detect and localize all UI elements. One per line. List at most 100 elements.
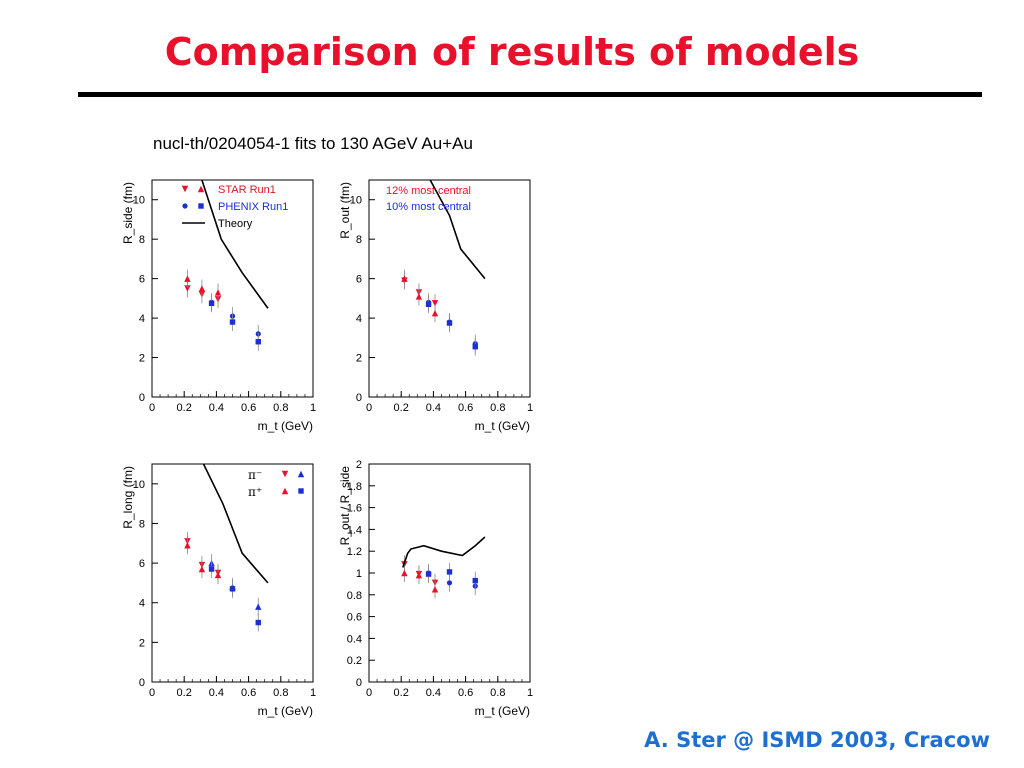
data-point bbox=[446, 580, 453, 586]
legend-pi-plus-label: π⁺ bbox=[248, 485, 262, 499]
data-point bbox=[431, 586, 439, 593]
legend-phenix-label: PHENIX Run1 bbox=[218, 201, 288, 213]
y-tick-label: 4 bbox=[139, 598, 145, 610]
theory-curve bbox=[429, 179, 486, 280]
y-tick-label: 1.4 bbox=[347, 524, 362, 536]
data-point bbox=[401, 569, 408, 577]
legend-pi-minus-phenix-marker bbox=[297, 470, 305, 478]
y-tick-label: 1.2 bbox=[347, 546, 362, 558]
x-tick-label: 0.4 bbox=[426, 402, 441, 414]
y-tick-label: 0.6 bbox=[347, 612, 362, 624]
data-point bbox=[198, 565, 206, 573]
y-tick-label: 8 bbox=[356, 234, 362, 246]
slide-title: Comparison of results of models bbox=[164, 30, 860, 74]
x-axis-label: m_t (GeV) bbox=[475, 704, 530, 718]
legend-phenix-circle-marker bbox=[182, 203, 188, 209]
data-point bbox=[229, 319, 236, 325]
legend-theory-label: Theory bbox=[218, 218, 253, 230]
x-tick-label: 0 bbox=[149, 687, 155, 699]
y-tick-label: 8 bbox=[139, 518, 145, 530]
y-tick-label: 10 bbox=[133, 195, 145, 207]
legend-star-up-marker bbox=[197, 185, 205, 193]
x-tick-label: 0.4 bbox=[209, 687, 224, 699]
x-tick-label: 1 bbox=[310, 687, 316, 699]
data-point bbox=[431, 300, 439, 307]
x-tick-label: 1 bbox=[310, 402, 316, 414]
y-axis-label: R_out / R_side bbox=[338, 466, 352, 546]
theory-curve bbox=[402, 536, 486, 568]
x-tick-label: 0.4 bbox=[209, 402, 224, 414]
y-tick-label: 0 bbox=[356, 392, 362, 404]
y-tick-label: 0 bbox=[356, 677, 362, 689]
x-tick-label: 1 bbox=[527, 402, 533, 414]
data-point bbox=[446, 320, 453, 326]
x-axis-label: m_t (GeV) bbox=[258, 704, 313, 718]
data-point bbox=[255, 339, 261, 345]
legend-star-down-marker bbox=[181, 185, 189, 193]
x-axis-label: m_t (GeV) bbox=[258, 419, 313, 433]
x-tick-label: 0.8 bbox=[490, 402, 505, 414]
x-tick-label: 0.6 bbox=[458, 402, 473, 414]
y-tick-label: 2 bbox=[139, 353, 145, 365]
data-point bbox=[208, 300, 215, 306]
data-point bbox=[184, 542, 191, 549]
x-tick-label: 0.6 bbox=[241, 402, 256, 414]
x-tick-label: 0.2 bbox=[394, 687, 409, 699]
centrality-phenix-label: 10% most central bbox=[386, 201, 471, 213]
y-tick-label: 0 bbox=[139, 392, 145, 404]
data-point bbox=[214, 289, 222, 296]
y-tick-label: 0.4 bbox=[347, 633, 362, 645]
y-axis-label: R_out (fm) bbox=[338, 182, 352, 239]
data-point bbox=[208, 566, 215, 572]
plot-frame bbox=[151, 463, 314, 683]
data-point bbox=[255, 619, 261, 626]
x-tick-label: 0.8 bbox=[490, 687, 505, 699]
y-tick-label: 0 bbox=[139, 677, 145, 689]
x-tick-label: 0.2 bbox=[177, 687, 192, 699]
y-tick-label: 6 bbox=[356, 274, 362, 286]
x-tick-label: 0.6 bbox=[241, 687, 256, 699]
x-tick-label: 1 bbox=[527, 687, 533, 699]
data-point bbox=[446, 569, 453, 575]
data-point bbox=[425, 571, 432, 577]
panel-ratio: 0 0.2 0.4 0.6 0.8 1 0 0.2 0.4 0.6 0.8 1 1.2 1.4 1.6 1.8… bbox=[338, 459, 533, 718]
data-point bbox=[415, 571, 423, 579]
data-point bbox=[425, 301, 432, 307]
data-point bbox=[255, 603, 262, 610]
centrality-star-label: 12% most central bbox=[386, 185, 471, 197]
x-tick-label: 0 bbox=[366, 402, 372, 414]
data-point bbox=[472, 577, 478, 584]
data-point bbox=[415, 293, 423, 300]
data-point bbox=[401, 275, 408, 282]
x-axis-label: m_t (GeV) bbox=[475, 419, 530, 433]
data-point bbox=[431, 309, 439, 317]
y-tick-label: 1 bbox=[356, 568, 362, 580]
legend-star-label: STAR Run1 bbox=[218, 184, 276, 196]
y-tick-label: 10 bbox=[133, 479, 145, 491]
theory-curve bbox=[202, 463, 269, 584]
y-axis-label: R_long (fm) bbox=[121, 466, 135, 529]
data-point bbox=[198, 285, 206, 292]
x-tick-label: 0.6 bbox=[458, 687, 473, 699]
legend-phenix-square-marker bbox=[198, 203, 204, 209]
y-tick-label: 0.8 bbox=[347, 590, 362, 602]
y-tick-label: 4 bbox=[356, 313, 362, 325]
y-tick-label: 2 bbox=[356, 459, 362, 471]
y-axis-label: R_side (fm) bbox=[121, 182, 135, 244]
y-tick-label: 1.8 bbox=[347, 481, 362, 493]
x-tick-label: 0 bbox=[366, 687, 372, 699]
x-tick-label: 0.4 bbox=[426, 687, 441, 699]
title-divider bbox=[78, 92, 982, 97]
y-tick-label: 2 bbox=[356, 353, 362, 365]
y-tick-label: 4 bbox=[139, 313, 145, 325]
legend-pi-minus-star-marker bbox=[281, 470, 289, 478]
y-tick-label: 8 bbox=[139, 234, 145, 246]
legend-pi-plus-phenix-marker bbox=[298, 488, 304, 494]
data-point bbox=[184, 285, 191, 292]
figure-caption: nucl-th/0204054-1 fits to 130 AGeV Au+Au bbox=[153, 134, 473, 153]
x-tick-label: 0.8 bbox=[273, 687, 288, 699]
